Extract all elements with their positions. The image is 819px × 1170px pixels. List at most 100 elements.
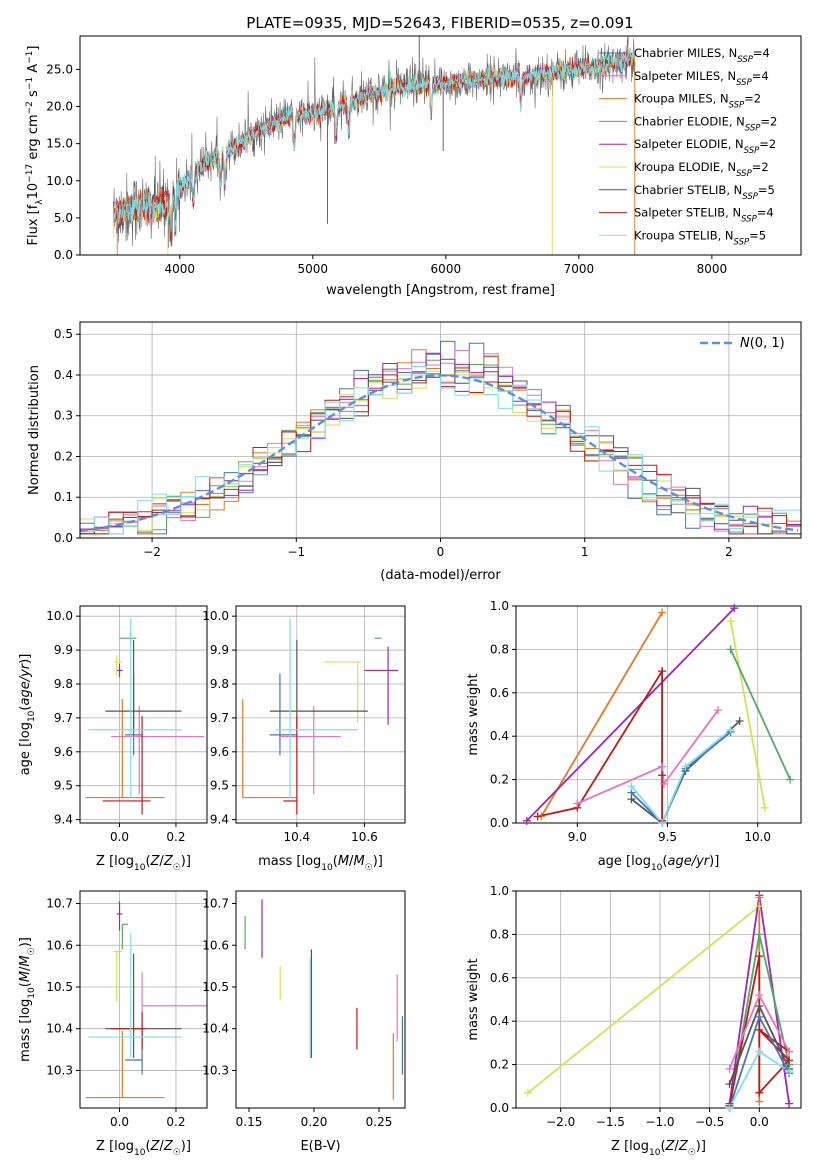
label-part: ☉ xyxy=(365,863,373,873)
y-tick-label: 0.8 xyxy=(490,642,509,656)
legend-text: Salpeter STELIB, N xyxy=(634,206,741,220)
weight-point xyxy=(755,1012,764,1021)
label-part: 10 xyxy=(134,863,146,873)
legend-label: N(0, 1) xyxy=(740,336,785,351)
label-part: M xyxy=(18,955,33,966)
legend-subscript: SSP xyxy=(737,55,753,65)
y-tick-label: 0.0 xyxy=(490,816,509,830)
x-tick-label: 0.0 xyxy=(110,830,129,844)
y-tick-label: 0.6 xyxy=(490,971,509,985)
weight-point xyxy=(755,1047,764,1056)
legend-text: Kroupa ELODIE, N xyxy=(634,160,736,174)
plot-area xyxy=(527,895,791,1108)
y-tick-label: 9.6 xyxy=(210,745,229,759)
legend-subscript: SSP xyxy=(741,215,757,225)
label-part: Normed distribution xyxy=(27,365,42,495)
y-axis-label: Normed distribution xyxy=(27,365,42,495)
plot-area xyxy=(80,340,801,535)
label-part: 10 xyxy=(26,183,41,200)
legend-subscript: SSP xyxy=(745,123,761,133)
x-tick-label: 8000 xyxy=(697,262,728,276)
x-tick-label: 10.0 xyxy=(744,830,771,844)
y-tick-label: 9.7 xyxy=(210,711,229,725)
x-tick-label: 10.4 xyxy=(283,830,310,844)
label-part: M xyxy=(18,971,33,982)
weight-point xyxy=(533,812,542,821)
label-part: 10 xyxy=(27,987,37,999)
label-part: A xyxy=(26,64,41,77)
y-tick-label: 9.9 xyxy=(210,643,229,657)
label-part: Z [log xyxy=(611,1139,649,1154)
x-tick-label: 0.25 xyxy=(366,1115,393,1129)
label-part: −1 xyxy=(25,77,35,90)
label-part: / xyxy=(674,1139,679,1154)
y-tick-label: 10.6 xyxy=(46,938,73,952)
axes-frame xyxy=(79,890,208,1109)
legend-text: Kroupa STELIB, N xyxy=(634,228,734,242)
label-part: M xyxy=(338,854,349,869)
weight-point xyxy=(522,816,531,825)
legend-label: Salpeter ELODIE, NSSP=2 xyxy=(634,137,776,156)
label-part: ( xyxy=(145,1139,150,1154)
axes-frame xyxy=(235,605,406,824)
x-tick-label: 0 xyxy=(437,545,445,559)
x-tick-label: 9.5 xyxy=(658,830,677,844)
spectrum-series xyxy=(112,49,635,233)
x-tick-label: 5000 xyxy=(298,262,329,276)
x-tick-label: 0.15 xyxy=(236,1115,263,1129)
label-part: age/yr xyxy=(18,662,33,705)
legend-text: =4 xyxy=(752,69,769,83)
label-part: −2 xyxy=(25,101,35,114)
grid-group xyxy=(516,605,801,824)
weight-point xyxy=(760,803,769,812)
weight-point xyxy=(726,645,735,654)
label-part: s xyxy=(26,90,41,101)
label-part: Z xyxy=(163,1139,174,1154)
panel-residuals: −2 −1 0 1 2 0.0 0.1 0.2 0.3 0.4 0.5 (data-model)/er… xyxy=(27,321,802,583)
y-axis-label: Flux [fλ10−17 erg cm−2 s−1 A−1] xyxy=(25,46,45,246)
grid-group xyxy=(80,606,207,823)
x-axis-label: age [log10(age/yr)] xyxy=(598,854,720,873)
label-part: Flux [f xyxy=(26,204,41,245)
x-tick-label: −1.5 xyxy=(596,1115,625,1129)
weight-point xyxy=(681,762,690,771)
weight-point xyxy=(755,1025,764,1034)
y-tick-label: 0.1 xyxy=(54,490,73,504)
y-tick-label: 10.6 xyxy=(202,938,229,952)
label-part: λ xyxy=(35,199,45,205)
label-part: mass weight xyxy=(466,673,481,755)
weight-point xyxy=(730,604,739,613)
legend-subscript: SSP xyxy=(734,237,750,247)
label-part: Z [log xyxy=(96,1139,134,1154)
x-axis-label: Z [log10(Z/Z☉)] xyxy=(96,854,191,873)
spectrum-series xyxy=(112,52,635,239)
y-tick-label: 0.2 xyxy=(490,773,509,787)
label-part: M xyxy=(353,854,364,869)
spectrum-series xyxy=(112,53,635,236)
y-tick-label: 9.4 xyxy=(54,813,73,827)
axes-frame xyxy=(79,605,208,824)
label-part: ( xyxy=(333,854,338,869)
x-axis-label: E(B-V) xyxy=(300,1139,340,1154)
x-tick-label: −1.0 xyxy=(645,1115,674,1129)
x-tick-label: −0.5 xyxy=(695,1115,724,1129)
panel-age_vs_Z: 0.0 0.29.49.59.69.79.89.910.0Z [log10(Z/Z… xyxy=(18,605,208,873)
y-tick-label: 9.8 xyxy=(210,677,229,691)
label-part: Z xyxy=(163,854,174,869)
y-tick-label: 25.0 xyxy=(46,62,73,76)
label-part: )] xyxy=(18,937,33,947)
weight-point xyxy=(573,799,582,808)
label-part: 10 xyxy=(27,710,37,722)
y-tick-label: 0.4 xyxy=(490,729,509,743)
y-axis-label: mass weight xyxy=(466,958,481,1040)
label-part: 10 xyxy=(649,1148,661,1158)
label-part: Z xyxy=(678,1139,689,1154)
y-tick-label: 0.4 xyxy=(54,368,73,382)
label-part: ( xyxy=(145,854,150,869)
x-tick-label: −2.0 xyxy=(546,1115,575,1129)
weight-point xyxy=(755,991,764,1000)
weight-point xyxy=(658,762,667,771)
legend-subscript: SSP xyxy=(736,169,752,179)
